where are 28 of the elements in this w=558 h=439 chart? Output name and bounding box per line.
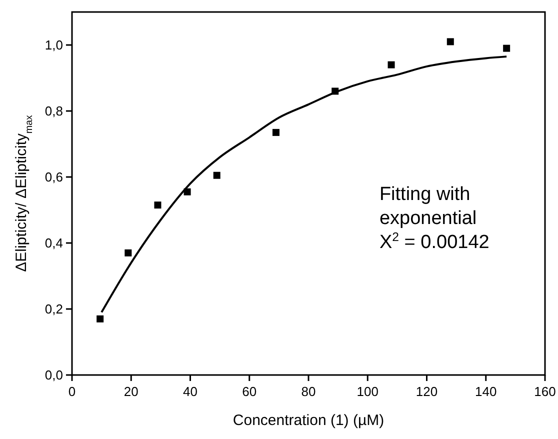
point — [388, 61, 395, 68]
x-tick-label: 140 — [475, 384, 497, 399]
x-tick-label: 0 — [68, 384, 76, 399]
point — [446, 38, 454, 46]
x-tick-label: 160 — [534, 384, 556, 399]
x-tick-label: 60 — [242, 384, 257, 399]
point — [503, 44, 510, 52]
x-tick-label: 20 — [124, 384, 138, 399]
x-tick-label: 100 — [356, 384, 378, 399]
y-tick-label: 0,8 — [44, 104, 63, 118]
y-tick-label: 0,2 — [44, 302, 63, 316]
x-tick-label: 120 — [416, 384, 438, 399]
annotation: X$^{2}$ = 0.00142 — [379, 230, 490, 254]
x-axis-title: Concentration (1) (µM) — [232, 412, 384, 429]
point — [213, 172, 220, 179]
y-tick-label: 0,0 — [44, 368, 63, 382]
x-tick-label: 40 — [183, 384, 198, 399]
x-tick-label: 80 — [301, 384, 316, 399]
y-tick-label: 1,0 — [44, 38, 63, 52]
y-tick-label: 0,6 — [44, 170, 63, 184]
y-tick-label: 0,4 — [44, 236, 63, 250]
annotation: exponential — [379, 208, 477, 230]
line-series — [100, 56, 508, 314]
annotation: Fitting with — [379, 184, 470, 206]
point — [124, 249, 132, 256]
point — [154, 202, 162, 209]
point — [96, 315, 104, 322]
point — [272, 128, 280, 136]
